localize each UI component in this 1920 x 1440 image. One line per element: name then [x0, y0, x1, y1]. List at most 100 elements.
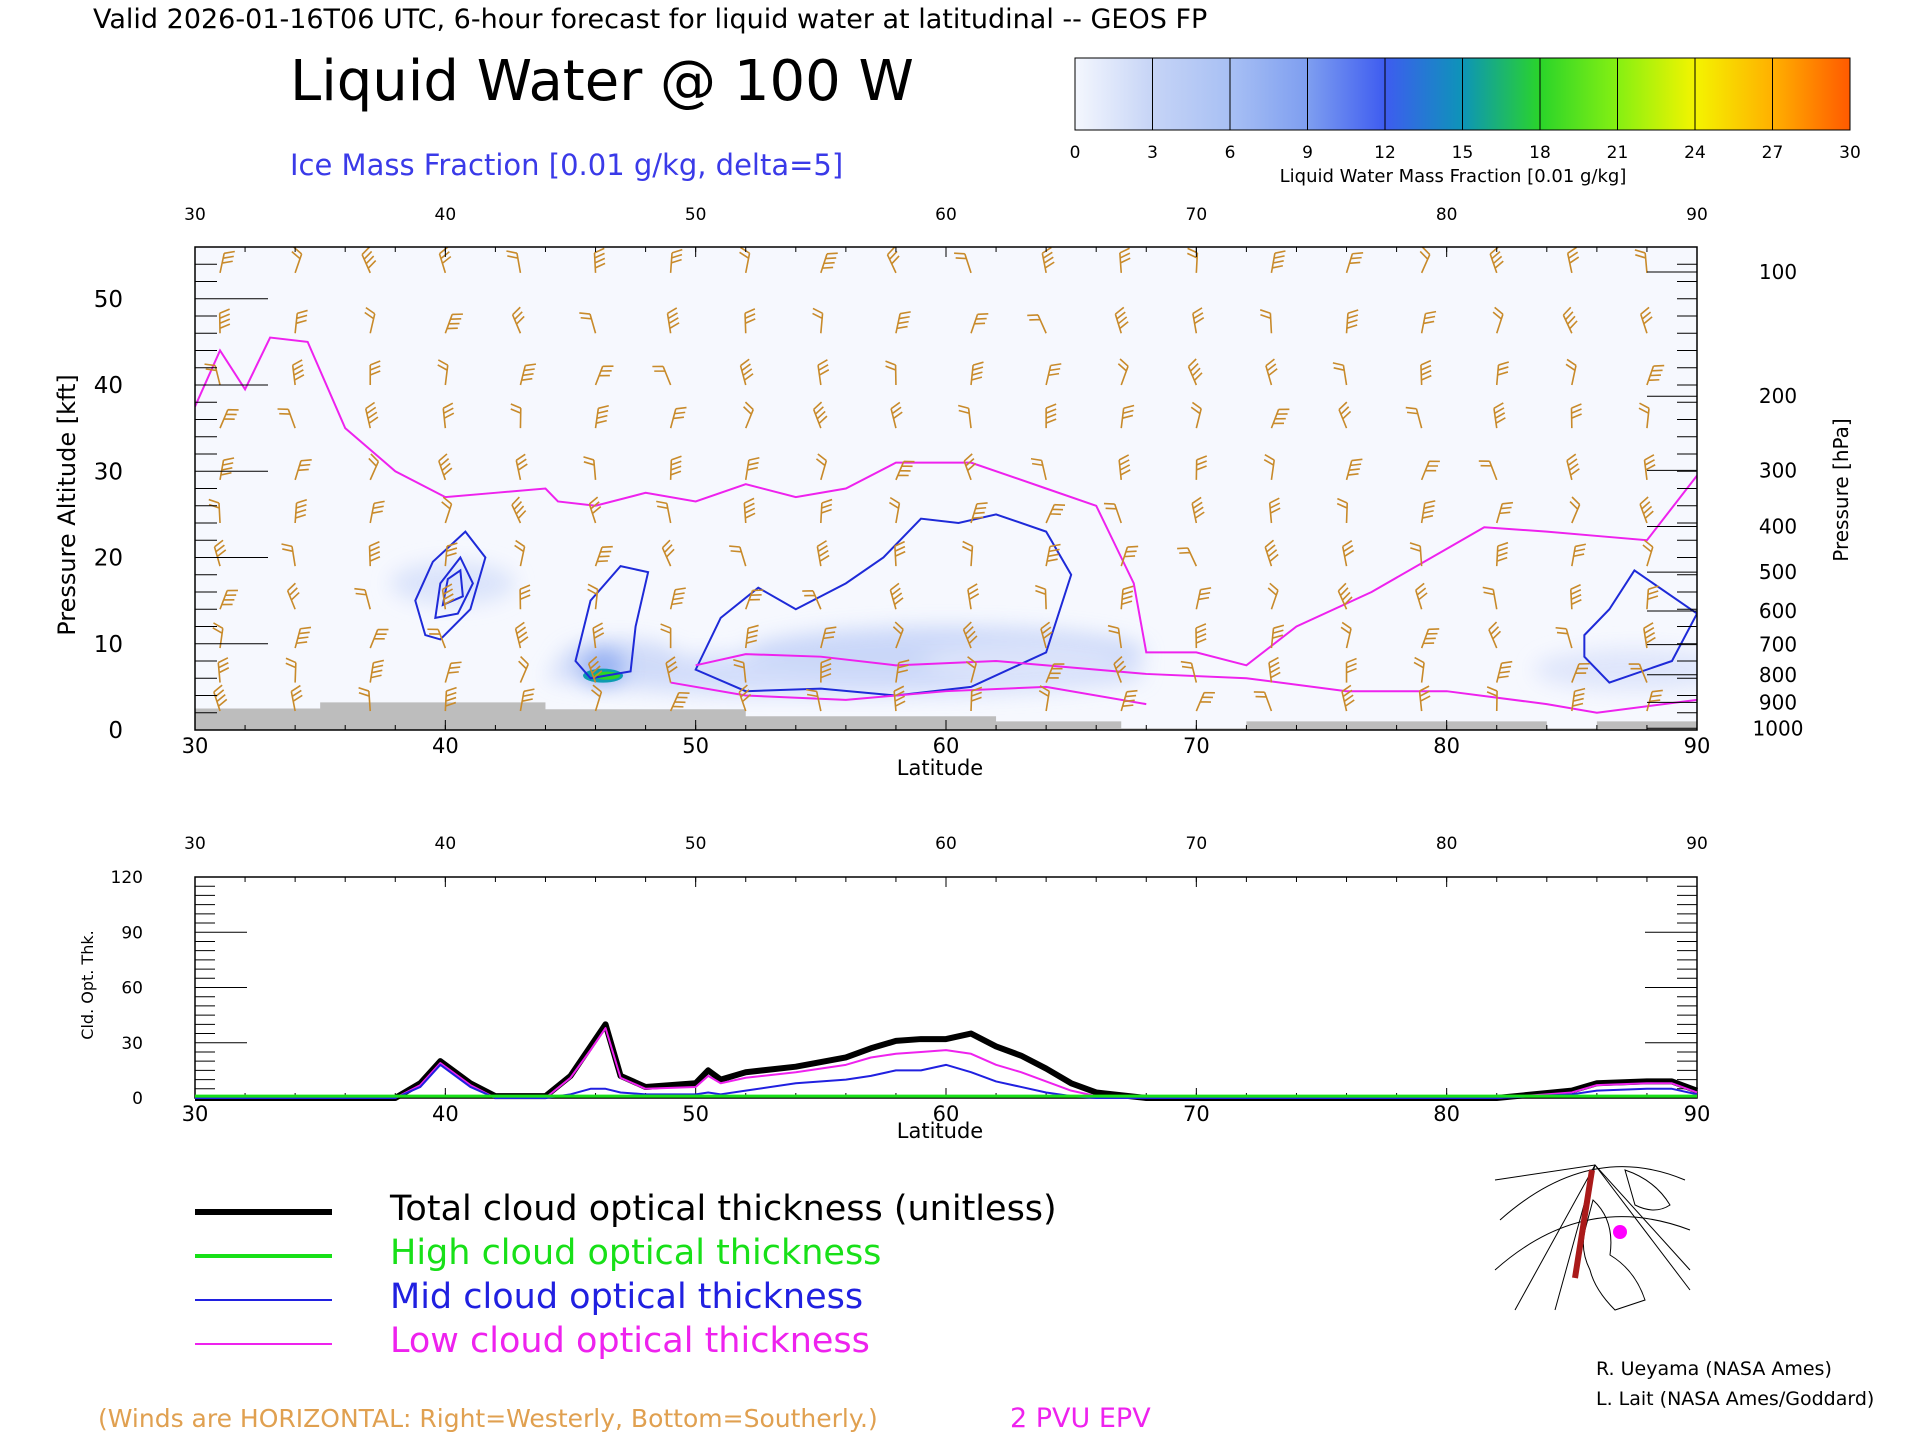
wind-barb [213, 539, 227, 567]
wind-barb [1045, 543, 1061, 567]
wind-barb [1345, 458, 1363, 481]
y-tick-label: 50 [94, 287, 123, 313]
wind-barb [1566, 453, 1580, 481]
wind-barb [1569, 496, 1581, 524]
wind-barb [219, 457, 235, 481]
wind-barb [962, 540, 974, 567]
wind-barb [518, 655, 529, 683]
top-x-axis-title: Latitude [897, 756, 983, 780]
wind-barb [1332, 362, 1348, 386]
wind-barb [218, 308, 231, 334]
wind-barb [1119, 247, 1131, 273]
wind-barb [1338, 401, 1352, 429]
wind-barb [1420, 460, 1440, 481]
wind-barb [437, 359, 449, 386]
cross-section-body [195, 247, 1697, 730]
wind-barb [1041, 247, 1055, 274]
colorbar-tick-label: 30 [1839, 143, 1861, 163]
wind-barb [286, 582, 300, 610]
wind-barb [1639, 496, 1654, 524]
wind-barb [1114, 306, 1129, 334]
wind-barb [1418, 685, 1431, 712]
wind-barb [1027, 314, 1047, 334]
wind-barb [208, 498, 221, 524]
wind-barb [1253, 691, 1273, 712]
wind-barb [354, 587, 372, 610]
pressure-tick-label: 500 [1759, 560, 1797, 584]
wind-barb [739, 247, 751, 274]
x-tick-label: 70 [1183, 734, 1210, 758]
x-tick-label: 60 [933, 1102, 960, 1126]
wind-barb [669, 406, 687, 429]
wind-barb [1495, 660, 1513, 683]
top-y-axis-title: Pressure Altitude [kft] [53, 374, 81, 636]
wind-barb [294, 459, 312, 481]
wind-barb [594, 404, 609, 429]
wind-barb [511, 496, 527, 524]
wind-barb [970, 313, 989, 334]
wind-barb [743, 401, 754, 429]
y-tick-label: 20 [94, 546, 123, 572]
x-top-tick-label: 60 [935, 205, 957, 225]
wind-barb [1569, 584, 1582, 610]
pressure-tick-label: 100 [1759, 260, 1797, 284]
wind-barb [739, 358, 754, 386]
wind-barb [594, 365, 614, 386]
wind-barb [1345, 657, 1357, 683]
colorbar-tick-label: 24 [1684, 143, 1706, 163]
colorbar-segment [1229, 57, 1308, 131]
wind-barb [1120, 585, 1134, 610]
wind-barb [285, 657, 297, 683]
x-tick-label: 80 [1433, 1102, 1460, 1126]
wind-barbs [204, 247, 1665, 712]
wind-barb [588, 496, 602, 524]
wind-barb [1120, 545, 1139, 567]
wind-barb [729, 545, 747, 567]
wind-barb [889, 582, 904, 610]
wind-barb [579, 312, 597, 334]
x-tick-label: 90 [1684, 1102, 1711, 1126]
colorbar-tick-label: 12 [1374, 143, 1396, 163]
wind-barb [820, 626, 837, 649]
wind-barb [1192, 307, 1205, 334]
wind-barb [1571, 543, 1587, 567]
wind-barb [511, 306, 525, 334]
wind-barb [219, 408, 239, 429]
x-top-tick-label: 40 [435, 834, 457, 854]
wind-barb [805, 688, 822, 712]
wind-barb [1195, 691, 1215, 712]
wind-barb [364, 401, 379, 429]
x-top-tick-label: 50 [685, 834, 707, 854]
ice-subtitle: Ice Mass Fraction [0.01 g/kg, delta=5] [290, 148, 843, 182]
wind-barb [444, 313, 463, 334]
wind-barb [592, 622, 605, 649]
credit-goddard: L. Lait (NASA Ames/Goddard) [1596, 1388, 1874, 1410]
wind-barb [213, 684, 228, 712]
ice-contour [694, 513, 1073, 697]
wind-barb [1646, 689, 1663, 712]
wind-barb [594, 545, 613, 567]
wind-barb [1120, 404, 1135, 429]
wind-barb [652, 365, 672, 386]
wind-barb [294, 498, 308, 524]
wind-barb [1638, 402, 1650, 429]
wind-barb [369, 659, 385, 683]
wind-barb [368, 453, 380, 481]
pressure-tick-label: 700 [1759, 633, 1797, 657]
wind-barb [733, 658, 747, 683]
wind-barb [294, 309, 308, 334]
wind-barb [815, 453, 828, 481]
x-top-tick-label: 30 [184, 834, 206, 854]
wind-barb [1415, 582, 1428, 610]
wind-barb [290, 684, 303, 712]
y-tick-label: 10 [94, 632, 123, 658]
wind-barb [744, 589, 764, 610]
wind-barb [369, 628, 389, 649]
ice-contour [574, 565, 650, 680]
wind-barb [1566, 247, 1580, 274]
wind-barb [1180, 660, 1198, 683]
wind-barb [591, 684, 603, 712]
wind-barb [364, 306, 376, 334]
wind-barb [888, 496, 901, 524]
